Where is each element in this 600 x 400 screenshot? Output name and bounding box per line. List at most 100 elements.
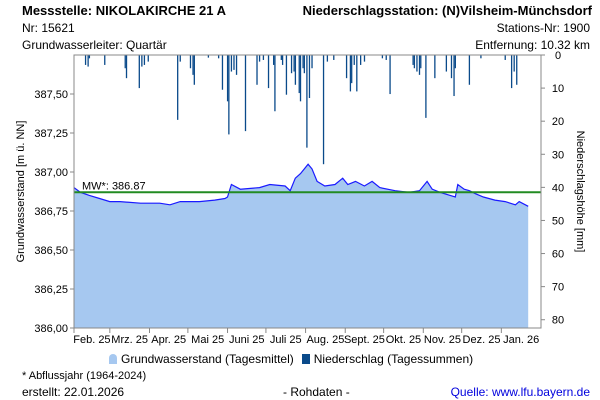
precip-bar <box>425 55 427 118</box>
y2-tick-label: 20 <box>552 116 564 128</box>
precip-bar <box>290 55 293 74</box>
precip-bar <box>351 55 353 84</box>
x-tick-label: Juni 25 <box>229 334 264 346</box>
precip-bar <box>306 55 308 148</box>
precip-bar <box>434 55 436 79</box>
y2-tick-label: 80 <box>552 315 564 327</box>
precip-bar <box>385 55 387 60</box>
precip-bar <box>233 55 235 70</box>
precip-bar <box>221 55 224 90</box>
mean-label: MW*: 386.87 <box>82 180 146 192</box>
precip-bar <box>450 55 453 79</box>
x-tick-label: Juli 25 <box>270 334 302 346</box>
precip-bar <box>311 55 313 69</box>
precip-bar <box>363 55 366 62</box>
x-tick-label: Nov. 25 <box>424 334 461 346</box>
x-tick-label: Apr. 25 <box>151 334 186 346</box>
precip-bar <box>308 55 311 99</box>
y2-axis-title: Niederschlagshöhe [mm] <box>574 131 586 253</box>
source-link[interactable]: Quelle: www.lfu.bayern.de <box>450 385 590 399</box>
precip-station-title: Niederschlagsstation: (N)Vilsheim-Münchs… <box>302 3 592 18</box>
y-tick-label: 386,00 <box>34 323 68 335</box>
plot-frame <box>73 54 542 329</box>
x-tick-label: Okt. 25 <box>386 334 421 346</box>
precip-bar <box>480 55 482 59</box>
precip-bar <box>322 55 325 165</box>
legend-precip-swatch <box>301 354 310 364</box>
aquifer: Grundwasserleiter: Quartär <box>22 38 167 52</box>
y2-tick-label: 10 <box>552 83 564 95</box>
precip-bar <box>454 55 456 69</box>
precip-bar <box>124 55 126 69</box>
x-tick-label: Mrz. 25 <box>111 334 148 346</box>
precip-bar <box>192 55 194 75</box>
precip-bar <box>416 55 418 72</box>
legend-groundwater: Grundwasserstand (Tagesmittel) <box>121 352 294 366</box>
precip-bar <box>258 55 261 62</box>
precip-bar <box>468 55 471 85</box>
precip-bar <box>189 55 192 69</box>
groundwater-area <box>74 164 529 328</box>
y2-tick-label: 30 <box>552 149 564 161</box>
precip-bar <box>143 55 146 65</box>
precip-bar <box>345 55 348 79</box>
precip-bar <box>302 55 304 69</box>
precip-bar <box>87 55 89 67</box>
y-tick-label: 387,50 <box>34 89 68 101</box>
precip-bar <box>84 55 87 65</box>
y2-tick-label: 40 <box>552 182 564 194</box>
precip-bar <box>418 55 421 75</box>
precip-bar <box>207 55 210 58</box>
precip-bar <box>349 55 352 92</box>
y2-tick-label: 60 <box>552 249 564 261</box>
precip-bar <box>294 55 297 85</box>
precip-bar <box>412 55 414 65</box>
station-title: Messstelle: NIKOLAKIRCHE 21 A <box>22 3 226 18</box>
y-tick-label: 386,25 <box>34 284 68 296</box>
distance: Entfernung: 10.32 km <box>475 38 590 52</box>
precip-bar <box>381 55 384 59</box>
legend-precip: Niederschlag (Tagessummen) <box>313 352 474 366</box>
precip-bar <box>280 55 282 60</box>
x-tick-label: Dez. 25 <box>463 334 501 346</box>
precip-bar <box>453 55 455 97</box>
precip-bar <box>356 55 358 92</box>
precip-bar <box>389 55 391 95</box>
precip-bar <box>445 55 448 72</box>
precip-bar <box>88 55 91 59</box>
x-tick-label: Mai 25 <box>191 334 224 346</box>
precip-bar <box>272 55 275 65</box>
precip-bar <box>281 55 284 65</box>
station-nr: Nr: 15621 <box>22 21 75 35</box>
precip-bar <box>293 55 295 72</box>
precip-bar <box>267 55 270 89</box>
y2-tick-label: 70 <box>552 282 564 294</box>
precip-bar <box>177 55 179 120</box>
y-tick-label: 386,50 <box>34 245 68 257</box>
precip-bar <box>262 55 265 60</box>
precip-bar <box>125 55 128 79</box>
x-tick-label: Feb. 25 <box>73 334 110 346</box>
groundwater-line <box>73 163 529 207</box>
precip-bar <box>141 55 143 67</box>
precip-bar <box>420 55 422 69</box>
precip-bar <box>353 55 355 65</box>
precip-bar <box>359 55 362 65</box>
precip-bar <box>333 55 335 60</box>
precip-bar <box>226 55 229 102</box>
precip-bar <box>326 55 329 62</box>
raw-data-note: - Rohdaten - <box>283 385 350 399</box>
precip-bar <box>147 55 149 62</box>
precip-bar <box>303 55 306 74</box>
precip-bar <box>504 55 506 60</box>
precip-bar <box>228 55 230 135</box>
created-date: erstellt: 22.01.2026 <box>22 385 125 399</box>
precip-bar <box>256 55 258 85</box>
precip-bar <box>230 55 233 72</box>
x-tick-label: Aug. 25 <box>306 334 344 346</box>
precip-bar <box>274 55 276 112</box>
precip-bar <box>516 55 518 85</box>
footnote: * Abflussjahr (1964-2024) <box>22 370 147 382</box>
precip-station-nr: Stations-Nr: 1900 <box>496 21 590 35</box>
